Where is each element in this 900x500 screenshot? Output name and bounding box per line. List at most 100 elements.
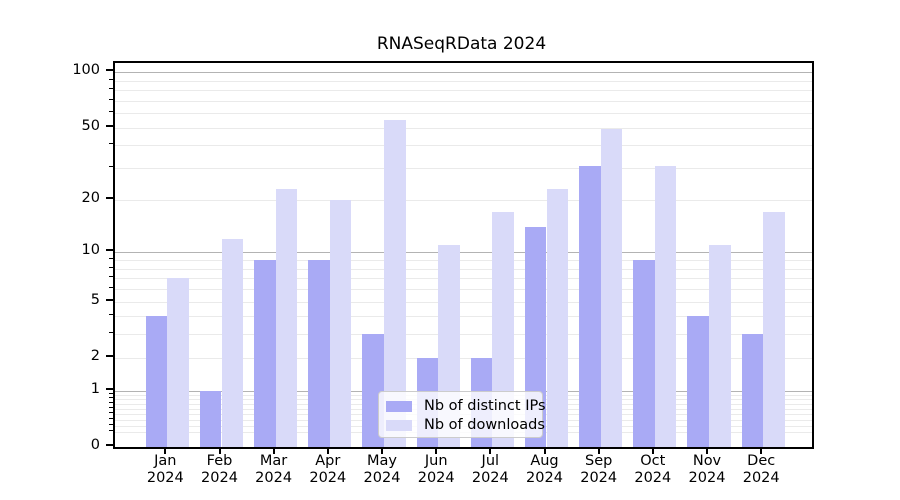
x-tick-label-nov: Nov 2024	[675, 453, 739, 487]
y-tick-label-10: 10	[81, 242, 100, 259]
bar-downloads-may	[384, 120, 406, 447]
y-minortick-0.5	[109, 412, 113, 414]
y-minortick-7	[109, 276, 113, 278]
month-label: Dec	[747, 453, 776, 469]
y-tick-label-0: 0	[90, 437, 100, 453]
bar-downloads-feb	[221, 238, 244, 447]
gridline-major-10	[115, 252, 812, 254]
bar-ips-nov	[687, 316, 709, 447]
month-label: Jan	[154, 453, 177, 469]
y-tick-label-2: 2	[90, 347, 100, 364]
x-tick-label-jan: Jan 2024	[133, 453, 197, 487]
y-tick-1	[106, 387, 113, 390]
gridline-major-100	[115, 72, 812, 74]
gridline-minor-40	[115, 145, 812, 147]
y-tick-0	[106, 444, 113, 446]
y-minortick-8	[109, 266, 113, 268]
year-label: 2024	[255, 470, 293, 486]
bar-ips-jan	[145, 316, 168, 447]
y-minortick-60	[109, 111, 113, 113]
year-label: 2024	[471, 470, 509, 486]
x-tick-apr	[326, 447, 329, 454]
legend-row-distinct-ips: Nb of distinct IPs	[386, 398, 546, 415]
legend-label-downloads: Nb of downloads	[424, 417, 545, 433]
bar-downloads-nov	[709, 245, 731, 447]
bar-downloads-apr	[329, 199, 352, 447]
y-tick-label-5: 5	[90, 291, 100, 308]
x-tick-aug	[543, 447, 546, 454]
y-minortick-9	[109, 258, 113, 259]
bar-downloads-mar	[275, 188, 298, 447]
y-minortick-5	[109, 299, 113, 301]
month-label: Oct	[640, 453, 666, 469]
gridline-minor-4	[115, 316, 812, 318]
x-tick-label-apr: Apr 2024	[296, 453, 360, 487]
x-tick-oct	[651, 447, 654, 454]
bar-ips-feb	[199, 390, 222, 447]
y-minortick-0.6	[109, 406, 113, 408]
y-minortick-80	[109, 88, 113, 89]
month-label: Mar	[259, 453, 288, 469]
y-minortick-90	[109, 78, 113, 80]
bar-downloads-oct	[654, 165, 677, 447]
x-tick-dec	[760, 447, 763, 454]
y-minortick-0.2	[109, 430, 113, 432]
y-tick-label-1: 1	[90, 380, 100, 397]
bar-downloads-jul	[492, 212, 514, 447]
gridline-minor-6	[115, 288, 812, 290]
x-tick-label-feb: Feb 2024	[188, 453, 252, 487]
y-tick-label-50: 50	[81, 117, 100, 134]
month-label: Jul	[481, 453, 500, 469]
x-tick-label-sep: Sep 2024	[567, 453, 631, 487]
gridline-minor-80	[115, 90, 812, 91]
year-label: 2024	[634, 470, 672, 486]
gridline-minor-70	[115, 100, 812, 102]
y-minortick-4	[109, 314, 113, 316]
x-tick-may	[381, 447, 383, 454]
gridline-minor-30	[115, 168, 812, 170]
y-minortick-6	[109, 286, 113, 288]
gridline-minor-8	[115, 268, 812, 270]
month-label: Nov	[692, 453, 722, 469]
y-tick-label-100: 100	[72, 62, 100, 79]
gridline-minor-2	[115, 357, 812, 359]
gridline-minor-90	[115, 80, 812, 82]
bar-ips-oct	[633, 260, 655, 447]
x-tick-label-aug: Aug 2024	[513, 453, 577, 487]
x-tick-mar	[272, 447, 275, 454]
gridline-minor-3	[115, 334, 812, 336]
bar-ips-apr	[308, 260, 330, 447]
x-tick-label-oct: Oct 2024	[621, 453, 685, 487]
year-label: 2024	[526, 470, 563, 486]
legend-swatch-distinct-ips	[386, 401, 412, 412]
x-tick-jul	[489, 447, 492, 454]
year-label: 2024	[417, 470, 455, 486]
bar-ips-mar	[253, 260, 276, 447]
gridline-minor-60	[115, 113, 812, 115]
y-minortick-20	[109, 197, 113, 199]
y-tick-100	[106, 69, 113, 72]
legend-box: Nb of distinct IPs Nb of downloads	[378, 391, 546, 438]
x-tick-label-jun: Jun 2024	[404, 453, 468, 487]
year-label: 2024	[580, 470, 618, 486]
year-label: 2024	[146, 470, 184, 486]
y-minortick-40	[109, 143, 113, 145]
year-label: 2024	[363, 470, 401, 486]
x-tick-jan	[164, 447, 167, 454]
y-tick-10	[106, 249, 113, 252]
legend-row-downloads: Nb of downloads	[386, 417, 545, 434]
month-label: May	[367, 453, 397, 469]
month-label: Jun	[424, 453, 448, 469]
bar-downloads-sep	[600, 129, 623, 447]
y-tick-label-20: 20	[81, 189, 100, 206]
year-label: 2024	[742, 470, 780, 486]
bar-downloads-jan	[167, 278, 189, 447]
x-tick-jun	[435, 447, 438, 454]
y-minortick-0.3	[109, 423, 113, 425]
bar-ips-sep	[579, 165, 601, 447]
y-minortick-3	[109, 332, 113, 334]
bar-downloads-aug	[546, 188, 569, 447]
year-label: 2024	[688, 470, 726, 486]
year-label: 2024	[309, 470, 347, 486]
